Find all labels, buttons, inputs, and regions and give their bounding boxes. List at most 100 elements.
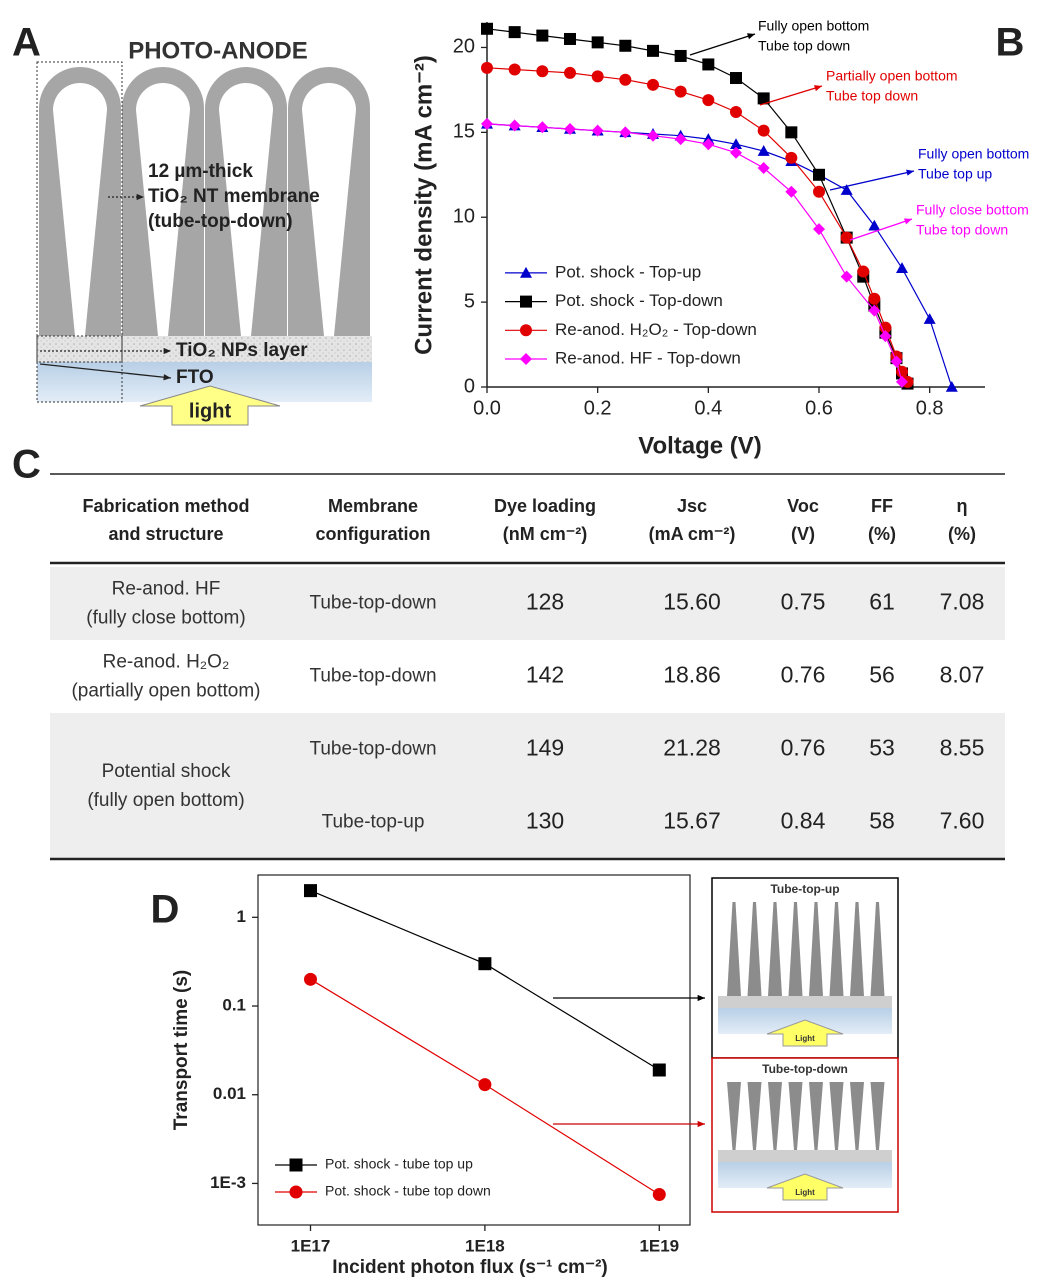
arrow — [829, 170, 915, 191]
method-cell: (fully open bottom) — [87, 790, 244, 811]
point — [730, 138, 742, 150]
inset-tube — [829, 902, 844, 996]
point — [840, 231, 853, 244]
inset-tube — [768, 902, 782, 996]
y-tick-label: 0.1 — [222, 996, 246, 1015]
inset-tube — [788, 1082, 803, 1150]
inset-title: Tube-top-up — [770, 882, 839, 896]
arrow-head — [697, 1120, 705, 1128]
point — [481, 117, 493, 130]
arrow — [759, 85, 823, 106]
point — [481, 61, 493, 74]
legend-label: Pot. shock - tube top up — [325, 1156, 473, 1172]
y-tick-label: 15 — [453, 121, 475, 143]
inset-tube — [870, 1082, 885, 1150]
table-header: (V) — [791, 524, 815, 544]
point — [730, 105, 742, 118]
inset-tube — [850, 1082, 864, 1150]
method-cell: (fully close bottom) — [86, 608, 245, 629]
table-cell: 149 — [526, 735, 564, 761]
nanotube-inner — [136, 83, 190, 336]
nps-layer — [37, 336, 372, 362]
arrow — [39, 363, 172, 379]
point — [757, 162, 770, 174]
table-header: Membrane — [328, 496, 418, 516]
arrow-head — [136, 193, 144, 201]
inset-tube — [727, 902, 741, 996]
table-header: configuration — [316, 524, 431, 544]
membrane-label: (tube-top-down) — [148, 211, 293, 232]
legend-marker — [289, 1185, 303, 1199]
panel-title: PHOTO-ANODE — [128, 37, 308, 64]
x-tick-label: 1E19 — [639, 1236, 679, 1255]
table-cell: 0.76 — [781, 735, 826, 761]
inset-light-arrow — [766, 1019, 844, 1047]
inset-light-label: Light — [795, 1188, 815, 1197]
panel-label: C — [12, 443, 41, 487]
inset-tube — [850, 902, 864, 996]
table-cell: 130 — [526, 808, 564, 834]
arrow-head — [814, 85, 822, 92]
table-cell: 15.67 — [663, 808, 721, 834]
point — [879, 330, 892, 343]
arrow-head — [697, 994, 705, 1002]
table-cell: 142 — [526, 662, 564, 688]
point — [945, 381, 958, 392]
table-cell: 56 — [869, 662, 895, 688]
table-cell: 0.76 — [781, 662, 826, 688]
method-cell: (partially open bottom) — [71, 681, 260, 702]
point — [481, 22, 493, 35]
table-header: (%) — [868, 524, 896, 544]
arrow-head — [747, 33, 755, 40]
legend-label: Pot. shock - Top-down — [555, 291, 723, 310]
table-header: (nM cm⁻²) — [503, 524, 588, 544]
inset-tube — [870, 902, 885, 996]
x-tick-label: 1E18 — [465, 1236, 505, 1255]
table-header: η — [957, 496, 968, 516]
annotation: Fully close bottom — [916, 202, 1029, 218]
x-tick-label: 1E17 — [291, 1236, 331, 1255]
point — [702, 138, 715, 151]
nps-label: TiO₂ NPs layer — [176, 340, 308, 361]
point — [868, 304, 881, 317]
point — [757, 145, 770, 156]
arrow — [849, 218, 913, 241]
point — [478, 957, 492, 971]
point — [647, 44, 659, 57]
inset-title: Tube-top-down — [762, 1062, 848, 1076]
point — [536, 121, 549, 134]
table-cell: 53 — [869, 735, 895, 761]
y-axis-title: Current density (mA cm⁻²) — [410, 55, 437, 355]
point — [564, 32, 576, 45]
point — [813, 223, 825, 236]
table-header: Fabrication method — [82, 496, 249, 516]
x-axis-title: Incident photon flux (s⁻¹ cm⁻²) — [332, 1257, 607, 1278]
nanotube-inner — [302, 83, 356, 336]
panel-label: A — [12, 21, 41, 65]
point — [591, 70, 604, 83]
table-header: Jsc — [677, 496, 707, 516]
point — [857, 265, 870, 278]
point — [840, 184, 853, 195]
point — [813, 185, 825, 198]
table-header: and structure — [108, 524, 223, 544]
inset-tube — [788, 902, 803, 996]
point — [619, 73, 632, 86]
point — [890, 355, 903, 368]
x-axis-title: Voltage (V) — [638, 432, 762, 459]
point — [591, 36, 604, 49]
y-tick-label: 20 — [453, 36, 475, 58]
table-cell: Tube-top-up — [322, 812, 425, 833]
point — [619, 39, 632, 52]
y-tick-label: 0 — [464, 375, 475, 397]
table-band — [50, 567, 1005, 640]
arrow-head — [163, 347, 171, 355]
annotation: Fully open bottom — [918, 146, 1029, 162]
plot-frame — [257, 874, 691, 1226]
point — [757, 124, 770, 137]
point — [785, 126, 798, 139]
point — [536, 65, 549, 78]
inset-tube — [809, 902, 823, 996]
point — [303, 884, 317, 898]
